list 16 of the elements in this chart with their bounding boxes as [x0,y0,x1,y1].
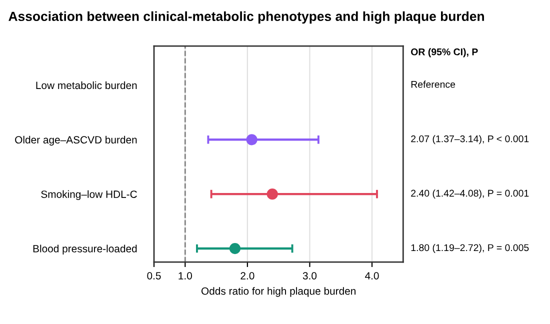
x-tick-label: 1.0 [178,272,192,280]
data-label: 1.80 (1.19–2.72), P = 0.005 [411,244,529,254]
y-tick-label: Low metabolic burden [36,81,137,90]
data-label: 2.07 (1.37–3.14), P < 0.001 [411,135,529,144]
x-tick-label: 4.0 [365,272,379,280]
y-tick-label: Smoking–low HDL-C [41,190,137,200]
text: Reference [411,80,456,88]
y-tick-label: Blood pressure-loaded [33,244,137,254]
chart-title: Association between clinical-metabolic phenotypes and high plaque burden [8,11,484,24]
y-tick-label: Older age–ASCVD burden [15,136,137,146]
x-tick-label: 3.0 [302,272,317,280]
text: OR (95% CI), P [411,48,478,58]
data-label: 2.40 (1.42–4.08), P = 0.001 [411,190,529,199]
x-tick-label: 2.0 [240,272,254,280]
x-tick-label: 0.5 [147,272,161,280]
x-axis-title: Odds ratio for high plaque burden [201,287,356,297]
